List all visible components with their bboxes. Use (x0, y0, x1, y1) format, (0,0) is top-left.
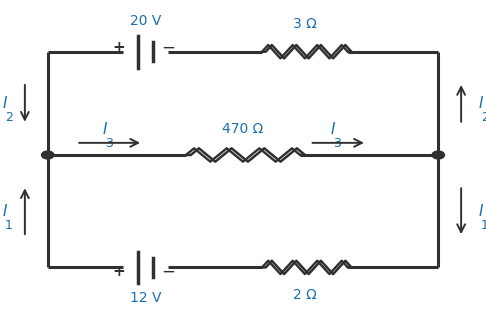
Text: 1: 1 (481, 219, 486, 232)
Text: 470 Ω: 470 Ω (223, 122, 263, 136)
Text: 1: 1 (5, 219, 13, 232)
Text: 3: 3 (105, 137, 113, 150)
Text: $I$: $I$ (478, 95, 484, 111)
Text: 2: 2 (5, 111, 13, 124)
Text: $I$: $I$ (102, 121, 108, 137)
Text: 20 V: 20 V (130, 14, 161, 28)
Text: $I$: $I$ (2, 95, 8, 111)
Text: $I$: $I$ (2, 203, 8, 219)
Circle shape (432, 151, 445, 159)
Text: 3 Ω: 3 Ω (293, 17, 317, 31)
Text: $I$: $I$ (478, 203, 484, 219)
Text: 12 V: 12 V (130, 291, 161, 305)
Text: +: + (113, 264, 125, 279)
Circle shape (41, 151, 54, 159)
Text: +: + (113, 40, 125, 55)
Text: $I$: $I$ (330, 121, 336, 137)
Text: −: − (161, 38, 175, 56)
Text: 3: 3 (333, 137, 341, 150)
Text: 2: 2 (481, 111, 486, 124)
Text: 2 Ω: 2 Ω (293, 288, 317, 302)
Text: −: − (161, 263, 175, 281)
